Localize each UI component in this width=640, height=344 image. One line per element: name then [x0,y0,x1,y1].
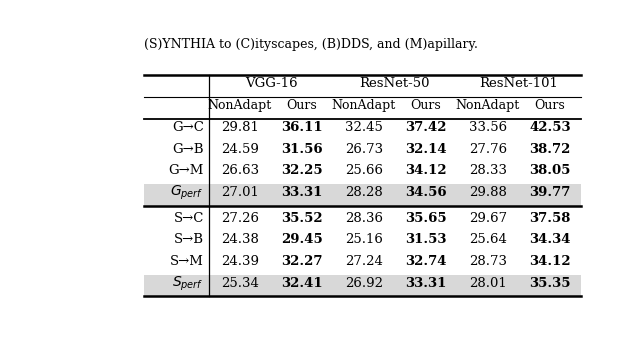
Text: (S)YNTHIA to (C)ityscapes, (B)DDS, and (M)apillary.: (S)YNTHIA to (C)ityscapes, (B)DDS, and (… [145,37,478,51]
Text: 25.34: 25.34 [221,277,259,290]
Text: 33.31: 33.31 [281,186,323,199]
Text: 34.12: 34.12 [405,164,447,177]
Text: 29.81: 29.81 [221,121,259,134]
Text: 32.45: 32.45 [345,121,383,134]
Text: G→M: G→M [168,164,204,177]
Text: 29.88: 29.88 [469,186,507,199]
Text: 31.53: 31.53 [405,234,447,246]
Text: 32.25: 32.25 [281,164,323,177]
Text: 34.12: 34.12 [529,255,571,268]
Text: Ours: Ours [287,99,317,112]
Text: 26.92: 26.92 [345,277,383,290]
Text: 25.64: 25.64 [469,234,507,246]
Text: $G_{perf}$: $G_{perf}$ [170,183,204,202]
Text: 37.42: 37.42 [405,121,447,134]
Text: 24.39: 24.39 [221,255,259,268]
Text: 27.01: 27.01 [221,186,259,199]
Text: 39.77: 39.77 [529,186,571,199]
Text: 34.34: 34.34 [529,234,571,246]
Text: 38.72: 38.72 [529,142,571,155]
Text: NonAdapt: NonAdapt [456,99,520,112]
Text: VGG-16: VGG-16 [244,77,297,90]
Text: G→B: G→B [173,142,204,155]
Text: 27.24: 27.24 [345,255,383,268]
Text: ResNet-101: ResNet-101 [479,77,558,90]
Text: 37.58: 37.58 [529,212,571,225]
Text: G→C: G→C [172,121,204,134]
Text: ResNet-50: ResNet-50 [360,77,430,90]
Text: 33.56: 33.56 [469,121,507,134]
Text: 32.74: 32.74 [405,255,447,268]
Text: 28.28: 28.28 [345,186,383,199]
Text: 29.45: 29.45 [281,234,323,246]
Text: 27.26: 27.26 [221,212,259,225]
Text: 28.01: 28.01 [469,277,507,290]
Text: 24.38: 24.38 [221,234,259,246]
Text: 36.11: 36.11 [281,121,323,134]
Text: $S_{perf}$: $S_{perf}$ [172,274,204,292]
Text: 28.33: 28.33 [469,164,507,177]
FancyBboxPatch shape [145,184,581,206]
Text: 26.73: 26.73 [345,142,383,155]
Text: 26.63: 26.63 [221,164,259,177]
Text: 24.59: 24.59 [221,142,259,155]
Text: 27.76: 27.76 [469,142,507,155]
Text: 35.52: 35.52 [281,212,323,225]
Text: 32.27: 32.27 [281,255,323,268]
Text: Ours: Ours [411,99,442,112]
Text: 25.66: 25.66 [345,164,383,177]
Text: 25.16: 25.16 [345,234,383,246]
Text: NonAdapt: NonAdapt [332,99,396,112]
Text: 34.56: 34.56 [405,186,447,199]
Text: NonAdapt: NonAdapt [208,99,272,112]
Text: 42.53: 42.53 [529,121,571,134]
Text: 28.36: 28.36 [345,212,383,225]
Text: 31.56: 31.56 [281,142,323,155]
Text: S→M: S→M [170,255,204,268]
Text: 28.73: 28.73 [469,255,507,268]
Text: S→B: S→B [174,234,204,246]
Text: Ours: Ours [534,99,565,112]
Text: 32.14: 32.14 [405,142,447,155]
Text: 33.31: 33.31 [405,277,447,290]
Text: S→C: S→C [173,212,204,225]
Text: 29.67: 29.67 [469,212,507,225]
Text: 35.35: 35.35 [529,277,571,290]
Text: 38.05: 38.05 [529,164,571,177]
Text: 32.41: 32.41 [281,277,323,290]
FancyBboxPatch shape [145,275,581,297]
Text: 35.65: 35.65 [405,212,447,225]
